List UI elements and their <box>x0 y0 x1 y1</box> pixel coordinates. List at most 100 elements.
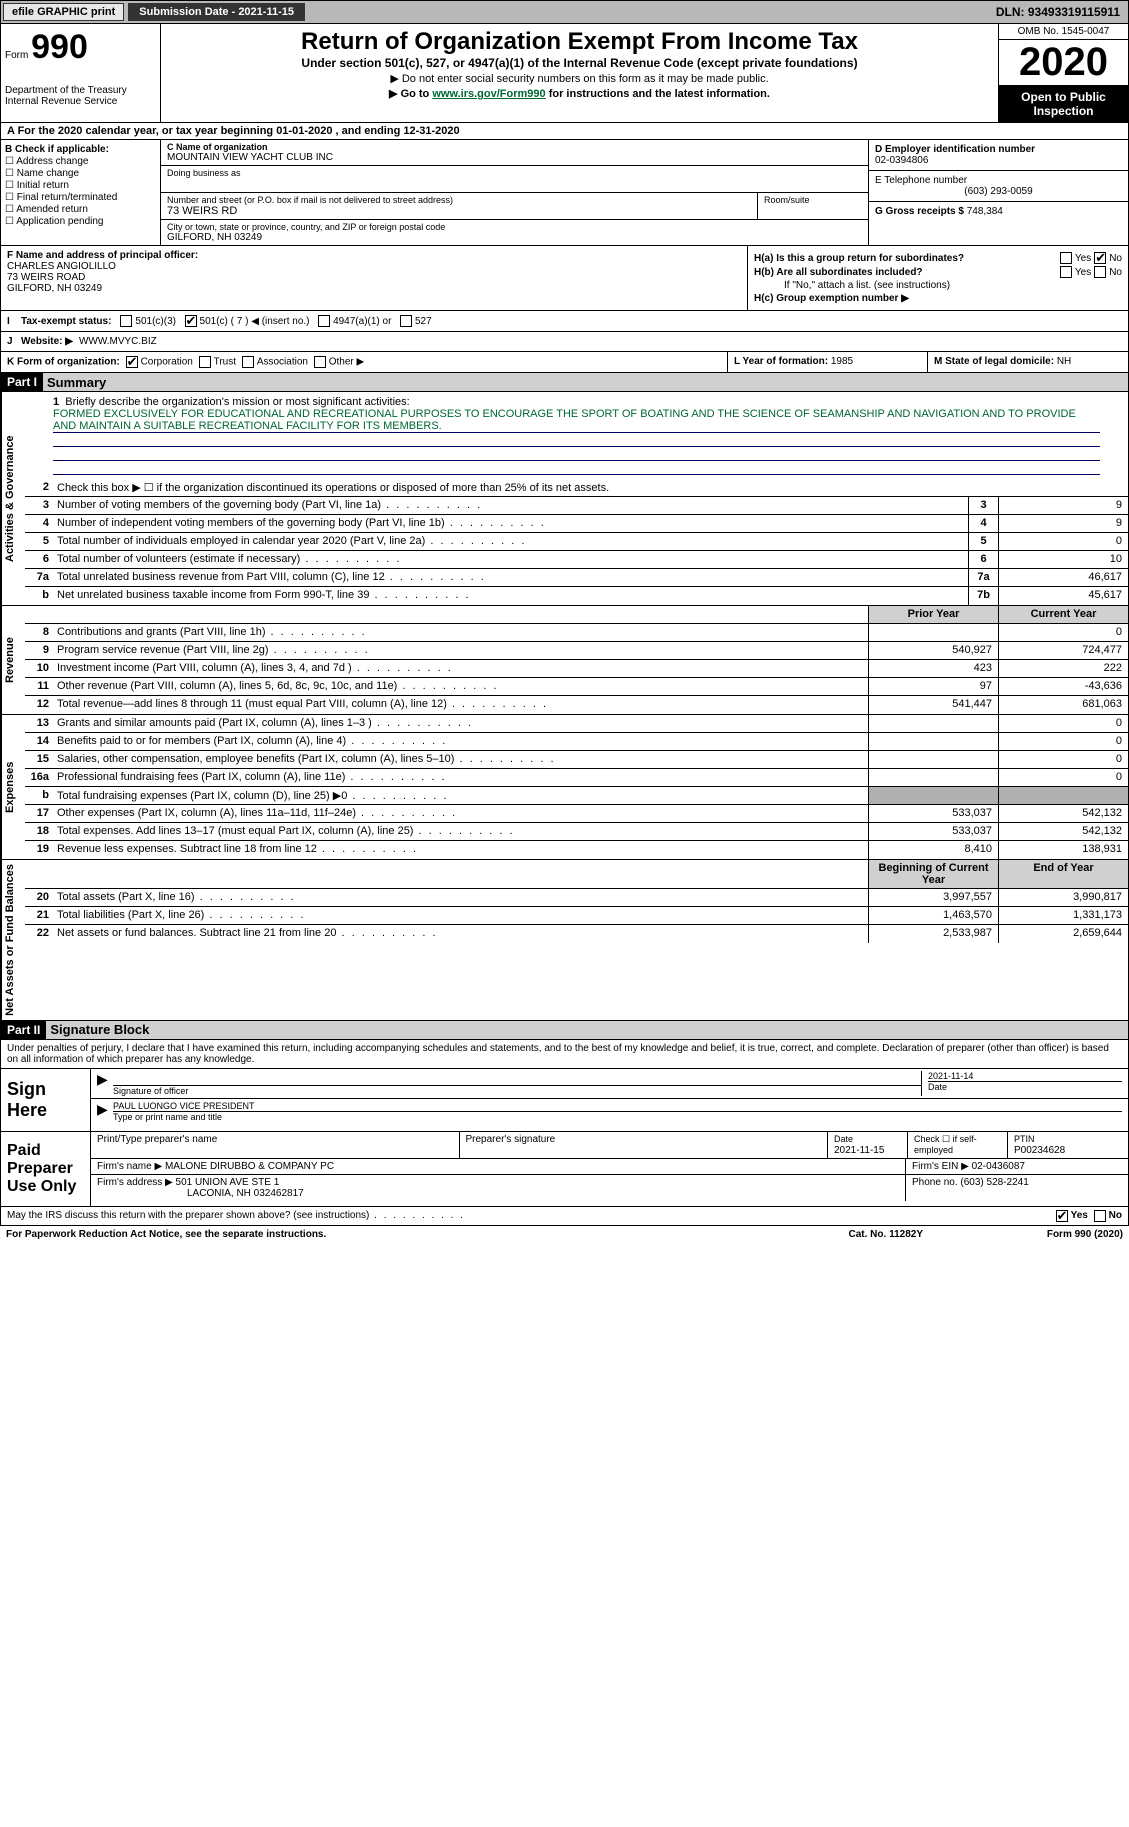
bottom-row: For Paperwork Reduction Act Notice, see … <box>0 1226 1129 1243</box>
beginning-year-header: Beginning of Current Year <box>868 860 998 888</box>
tax-status-row: I Tax-exempt status: 501(c)(3) 501(c) ( … <box>0 311 1129 332</box>
ha-label: H(a) Is this a group return for subordin… <box>754 253 1057 264</box>
governance-section: Activities & Governance 1 Briefly descri… <box>0 392 1129 606</box>
discuss-row: May the IRS discuss this return with the… <box>0 1207 1129 1226</box>
dln-label: DLN: 93493319115911 <box>996 5 1126 19</box>
firm-ein-label: Firm's EIN ▶ <box>912 1161 969 1172</box>
summary-row: 3Number of voting members of the governi… <box>25 497 1128 515</box>
tax-year-range: A For the 2020 calendar year, or tax yea… <box>0 123 1129 140</box>
check-final-return[interactable]: ☐ Final return/terminated <box>5 192 156 203</box>
summary-row: 5Total number of individuals employed in… <box>25 533 1128 551</box>
self-employed-check[interactable]: Check ☐ if self-employed <box>908 1132 1008 1158</box>
omb-number: OMB No. 1545-0047 <box>999 24 1128 40</box>
k-label: K Form of organization: <box>7 357 120 368</box>
tax-status-label: Tax-exempt status: <box>21 316 111 327</box>
part1-title: Summary <box>43 375 106 390</box>
ha-yes-checkbox[interactable] <box>1060 252 1072 264</box>
corp-checkbox[interactable] <box>126 356 138 368</box>
trust-checkbox[interactable] <box>199 356 211 368</box>
telephone-value: (603) 293-0059 <box>875 186 1122 197</box>
preparer-name-label: Print/Type preparer's name <box>91 1132 460 1158</box>
4947-checkbox[interactable] <box>318 315 330 327</box>
website-value: WWW.MVYC.BIZ <box>79 336 157 347</box>
dept-label: Department of the Treasury Internal Reve… <box>5 85 156 107</box>
entity-block: B Check if applicable: ☐ Address change … <box>0 140 1129 246</box>
city-state-zip: GILFORD, NH 03249 <box>167 232 862 243</box>
check-name-change[interactable]: ☐ Name change <box>5 168 156 179</box>
paid-preparer-block: Paid Preparer Use Only Print/Type prepar… <box>0 1132 1129 1207</box>
firm-ein: 02-0436087 <box>972 1161 1025 1172</box>
summary-row: 18Total expenses. Add lines 13–17 (must … <box>25 823 1128 841</box>
summary-row: bNet unrelated business taxable income f… <box>25 587 1128 605</box>
pra-notice: For Paperwork Reduction Act Notice, see … <box>6 1229 849 1240</box>
527-checkbox[interactable] <box>400 315 412 327</box>
sign-date-value: 2021-11-14 <box>928 1071 1122 1081</box>
check-pending[interactable]: ☐ Application pending <box>5 216 156 227</box>
officer-label: F Name and address of principal officer: <box>7 250 741 261</box>
prior-year-header: Prior Year <box>868 606 998 623</box>
firm-addr2: LACONIA, NH 032462817 <box>97 1188 304 1199</box>
officer-signature-label: Signature of officer <box>113 1085 921 1096</box>
tax-year: 2020 <box>999 40 1128 86</box>
check-initial-return[interactable]: ☐ Initial return <box>5 180 156 191</box>
check-address-change[interactable]: ☐ Address change <box>5 156 156 167</box>
summary-row: 22Net assets or fund balances. Subtract … <box>25 925 1128 943</box>
hb-yes-checkbox[interactable] <box>1060 266 1072 278</box>
goto-suffix: for instructions and the latest informat… <box>546 88 770 100</box>
klm-row: K Form of organization: Corporation Trus… <box>0 352 1129 373</box>
501c3-checkbox[interactable] <box>120 315 132 327</box>
form-number: 990 <box>31 28 88 66</box>
summary-row: 9Program service revenue (Part VIII, lin… <box>25 642 1128 660</box>
ptin-label: PTIN <box>1014 1134 1035 1144</box>
ha-no-checkbox[interactable] <box>1094 252 1106 264</box>
part2-header-row: Part II Signature Block <box>0 1021 1129 1040</box>
form-header: Form 990 Department of the Treasury Inte… <box>0 24 1129 123</box>
inspection-badge: Open to Public Inspection <box>999 86 1128 122</box>
sign-date-label: Date <box>928 1081 1122 1092</box>
org-name: MOUNTAIN VIEW YACHT CLUB INC <box>167 152 862 163</box>
summary-row: 17Other expenses (Part IX, column (A), l… <box>25 805 1128 823</box>
summary-row: 8Contributions and grants (Part VIII, li… <box>25 624 1128 642</box>
domicile-state: NH <box>1057 356 1071 367</box>
current-year-header: Current Year <box>998 606 1128 623</box>
assoc-checkbox[interactable] <box>242 356 254 368</box>
revenue-vtab: Revenue <box>1 606 25 714</box>
summary-row: 21Total liabilities (Part X, line 26)1,4… <box>25 907 1128 925</box>
summary-row: 15Salaries, other compensation, employee… <box>25 751 1128 769</box>
gross-receipts-value: 748,384 <box>967 206 1003 217</box>
city-label: City or town, state or province, country… <box>167 222 862 232</box>
formation-label: L Year of formation: <box>734 356 828 367</box>
officer-name: CHARLES ANGIOLILLO <box>7 261 741 272</box>
part1-badge: Part I <box>1 373 43 391</box>
irs-link[interactable]: www.irs.gov/Form990 <box>432 88 545 100</box>
efile-print-button[interactable]: efile GRAPHIC print <box>3 3 124 21</box>
website-row: J Website: ▶ WWW.MVYC.BIZ <box>0 332 1129 352</box>
check-amended[interactable]: ☐ Amended return <box>5 204 156 215</box>
perjury-declaration: Under penalties of perjury, I declare th… <box>0 1040 1129 1069</box>
paid-preparer-label: Paid Preparer Use Only <box>1 1132 91 1206</box>
name-title-label: Type or print name and title <box>113 1111 1122 1122</box>
summary-row: 14Benefits paid to or for members (Part … <box>25 733 1128 751</box>
summary-row: 10Investment income (Part VIII, column (… <box>25 660 1128 678</box>
hb-no-checkbox[interactable] <box>1094 266 1106 278</box>
discuss-no-checkbox[interactable] <box>1094 1210 1106 1222</box>
ein-value: 02-0394806 <box>875 155 1122 166</box>
hb-note: If "No," attach a list. (see instruction… <box>754 280 1122 291</box>
501c-checkbox[interactable] <box>185 315 197 327</box>
gross-receipts-label: G Gross receipts $ <box>875 206 964 217</box>
summary-row: 20Total assets (Part X, line 16)3,997,55… <box>25 889 1128 907</box>
summary-row: 4Number of independent voting members of… <box>25 515 1128 533</box>
arrow-icon: ▶ <box>97 1101 113 1122</box>
discuss-question: May the IRS discuss this return with the… <box>7 1210 1053 1221</box>
section-b-title: B Check if applicable: <box>5 144 156 155</box>
summary-row: 19Revenue less expenses. Subtract line 1… <box>25 841 1128 859</box>
summary-row: bTotal fundraising expenses (Part IX, co… <box>25 787 1128 805</box>
part1-header-row: Part I Summary <box>0 373 1129 392</box>
expenses-section: Expenses 13Grants and similar amounts pa… <box>0 715 1129 860</box>
discuss-yes-checkbox[interactable] <box>1056 1210 1068 1222</box>
form-subtitle: Under section 501(c), 527, or 4947(a)(1)… <box>165 56 994 70</box>
line2-text: Check this box ▶ ☐ if the organization d… <box>53 479 1128 496</box>
ein-label: D Employer identification number <box>875 144 1122 155</box>
part2-title: Signature Block <box>46 1022 149 1037</box>
other-checkbox[interactable] <box>314 356 326 368</box>
